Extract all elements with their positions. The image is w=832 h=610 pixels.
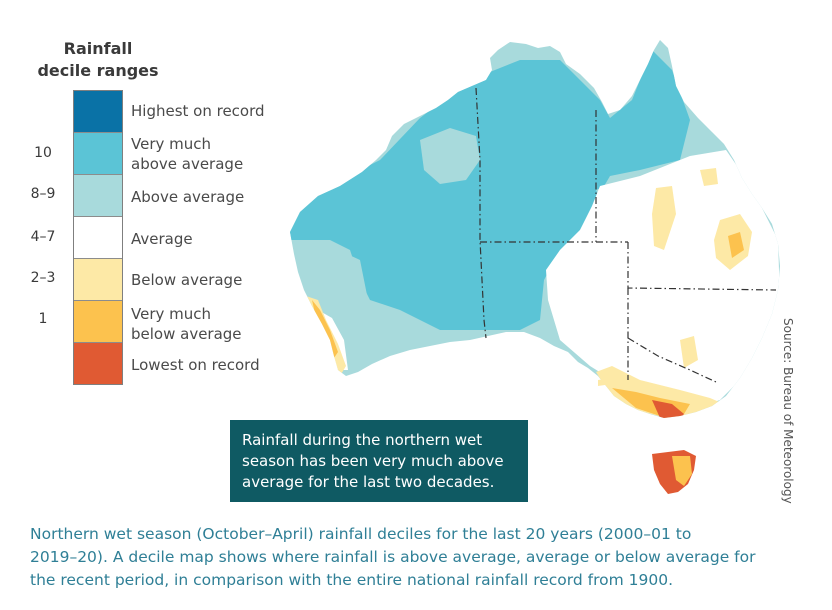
legend-swatch-very-much-below-average <box>74 301 122 343</box>
legend-color-bar <box>73 90 123 385</box>
legend-title: Rainfall decile ranges <box>28 38 168 82</box>
band-label-text: Average <box>131 230 193 248</box>
callout-line-2: season has been very much above <box>242 452 504 470</box>
caption-line-3: the recent period, in comparison with th… <box>30 571 674 589</box>
band-label-very-much-above-average: Very much above average <box>131 134 243 174</box>
very-much-below-average-queensland-patch <box>728 232 744 258</box>
decile-label-2-3: 2–3 <box>30 270 56 286</box>
legend-swatch-highest-on-record <box>74 91 122 133</box>
caption-line-1: Northern wet season (October–April) rain… <box>30 525 692 543</box>
band-label-above-average: Above average <box>131 187 244 207</box>
legend-title-line-2: decile ranges <box>37 61 159 80</box>
above-average-inland-patch <box>420 128 480 184</box>
band-label-text: Very much <box>131 135 212 153</box>
band-label-average: Average <box>131 229 193 249</box>
australia-rainfall-decile-map <box>290 40 780 494</box>
tasmania-very-much-below-patch <box>672 456 692 486</box>
band-label-text: Below average <box>131 271 243 289</box>
wa-border <box>475 87 487 339</box>
kangaroo-island <box>598 378 612 386</box>
figure-caption: Northern wet season (October–April) rain… <box>30 523 820 592</box>
band-label-highest-on-record: Highest on record <box>131 101 265 121</box>
band-label-text: below average <box>131 325 242 343</box>
below-average-nsw-patch <box>680 336 698 368</box>
very-much-below-average-southwest-coast <box>312 300 338 358</box>
legend-swatch-very-much-above-average <box>74 133 122 175</box>
legend-swatch-average <box>74 217 122 259</box>
source-credit: Source: Bureau of Meteorology <box>781 318 795 504</box>
band-label-text: Above average <box>131 188 245 206</box>
caption-line-2: 2019–20). A decile map shows where rainf… <box>30 548 756 566</box>
callout-line-3: average for the last two decades. <box>242 473 495 491</box>
callout-box: Rainfall during the northern wet season … <box>230 420 528 502</box>
band-label-lowest-on-record: Lowest on record <box>131 355 260 375</box>
very-much-above-average-region <box>290 50 690 330</box>
band-label-text: above average <box>131 155 244 173</box>
lowest-on-record-victoria-patch <box>652 400 684 418</box>
legend-title-line-1: Rainfall <box>63 39 133 58</box>
legend-swatch-lowest-on-record <box>74 343 122 384</box>
decile-label-8-9: 8–9 <box>30 186 56 202</box>
decile-label-10: 10 <box>34 145 52 161</box>
legend-swatch-above-average <box>74 175 122 217</box>
above-average-southwest-region <box>326 246 440 360</box>
band-label-text: Lowest on record <box>131 356 260 374</box>
legend-swatch-below-average <box>74 259 122 301</box>
band-label-very-much-below-average: Very much below average <box>131 304 242 344</box>
state-borders <box>475 87 777 383</box>
average-eastern-region <box>546 150 780 410</box>
band-label-text: Highest on record <box>131 102 265 120</box>
below-average-east-coast-patch <box>700 168 718 186</box>
callout-line-1: Rainfall during the northern wet <box>242 431 483 449</box>
decile-label-1: 1 <box>38 311 48 327</box>
decile-regions <box>290 50 780 418</box>
below-average-inland-patch <box>652 186 676 250</box>
nsw-vic-border <box>627 337 717 383</box>
band-label-below-average: Below average <box>131 270 242 290</box>
decile-label-4-7: 4–7 <box>30 229 56 245</box>
band-label-text: Very much <box>131 305 212 323</box>
